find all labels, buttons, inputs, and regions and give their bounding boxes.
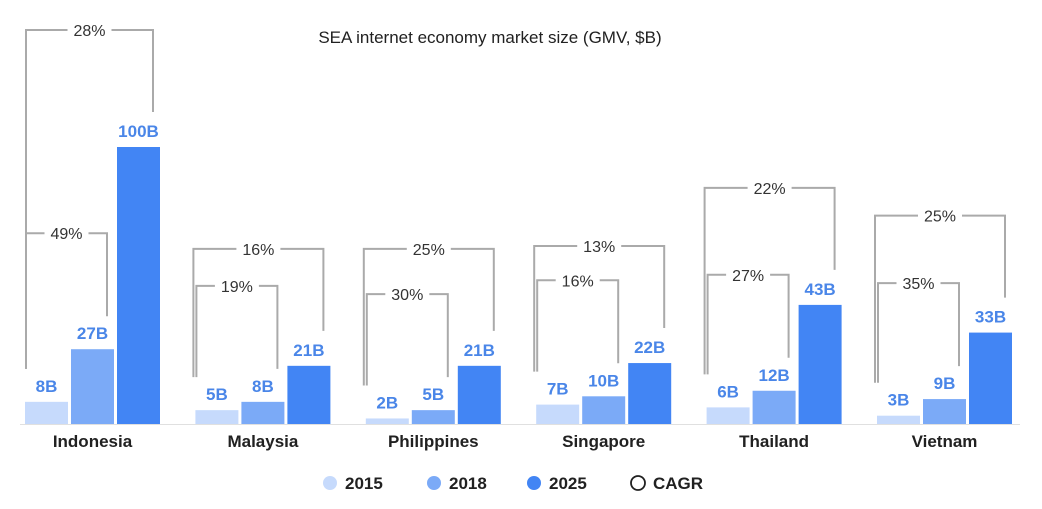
- cagr-label-2015-2018-singapore: 16%: [562, 273, 594, 290]
- legend-label-cagr: CAGR: [653, 474, 703, 493]
- value-label-2018-vietnam: 9B: [934, 374, 956, 393]
- cagr-label-bg: [896, 272, 941, 295]
- category-label-malaysia: Malaysia: [227, 432, 298, 451]
- cagr-label-2015-2018-thailand: 27%: [732, 268, 764, 285]
- bar-2018-vietnam: [923, 399, 966, 424]
- value-label-2025-thailand: 43B: [805, 280, 836, 299]
- cagr-bracket-2015-2018-malaysia: [195, 284, 279, 378]
- bar-2018-philippines: [411, 410, 455, 424]
- cagr-label-2015-2025-malaysia: 16%: [242, 242, 274, 259]
- plot-area: 8B 27B 100B 49% 28% Indonesia 5B 8B 21B 19% 16% Mal…: [20, 19, 1020, 451]
- cagr-label-2015-2018-malaysia: 19%: [221, 279, 253, 296]
- bar-2015-malaysia: [195, 410, 239, 424]
- value-label-2018-malaysia: 8B: [252, 377, 274, 396]
- bar-2015-indonesia: [25, 401, 68, 424]
- value-label-2015-indonesia: 8B: [36, 377, 58, 396]
- category-label-vietnam: Vietnam: [912, 432, 978, 451]
- cagr-label-2015-2025-indonesia: 28%: [73, 23, 105, 40]
- category-label-indonesia: Indonesia: [53, 432, 133, 451]
- cagr-bracket-2015-2018-philippines: [365, 293, 449, 386]
- value-label-2015-singapore: 7B: [547, 380, 569, 399]
- cagr-bracket-2015-2018-singapore: [536, 279, 620, 372]
- cagr-label-2015-2018-philippines: 30%: [391, 287, 423, 304]
- cagr-label-bg: [44, 222, 89, 245]
- value-label-2025-singapore: 22B: [634, 338, 665, 357]
- legend-marker-cagr: [630, 475, 646, 491]
- cagr-label-2015-2025-singapore: 13%: [583, 239, 615, 256]
- bar-2018-singapore: [582, 396, 626, 424]
- legend-marker-2018: [427, 476, 441, 490]
- value-label-2025-vietnam: 33B: [975, 308, 1006, 327]
- cagr-label-bg: [67, 19, 112, 41]
- value-label-2025-malaysia: 21B: [293, 341, 324, 360]
- cagr-label-bg: [555, 269, 600, 292]
- cagr-label-2015-2018-indonesia: 49%: [50, 226, 82, 243]
- cagr-label-bg: [385, 283, 430, 306]
- category-label-thailand: Thailand: [739, 432, 809, 451]
- legend-marker-2015: [323, 476, 337, 490]
- value-label-2015-philippines: 2B: [376, 393, 398, 412]
- cagr-label-2015-2025-vietnam: 25%: [924, 209, 956, 226]
- legend-label-2025: 2025: [549, 474, 587, 493]
- bar-2015-singapore: [536, 404, 580, 424]
- cagr-bracket-2015-2025-philippines: [362, 247, 495, 386]
- value-label-2018-singapore: 10B: [588, 371, 619, 390]
- cagr-label-bg: [406, 237, 451, 260]
- bar-2025-vietnam: [969, 332, 1012, 424]
- value-label-2018-philippines: 5B: [422, 385, 444, 404]
- cagr-label-bg: [747, 176, 792, 199]
- bar-2015-vietnam: [877, 415, 920, 424]
- legend: 2015 2018 2025 CAGR: [323, 474, 703, 493]
- bar-2015-philippines: [365, 418, 409, 424]
- cagr-label-2015-2025-thailand: 22%: [754, 181, 786, 198]
- bar-2015-thailand: [706, 407, 750, 424]
- cagr-bracket-2015-2018-thailand: [706, 273, 790, 375]
- chart-title: SEA internet economy market size (GMV, $…: [318, 28, 661, 47]
- bar-2025-thailand: [798, 304, 842, 424]
- cagr-bracket-2015-2018-indonesia: [25, 232, 108, 369]
- category-label-philippines: Philippines: [388, 432, 479, 451]
- legend-marker-2025: [527, 476, 541, 490]
- bar-2025-malaysia: [287, 365, 331, 424]
- cagr-label-2015-2018-vietnam: 35%: [902, 276, 934, 293]
- value-label-2025-philippines: 21B: [464, 341, 495, 360]
- value-label-2025-indonesia: 100B: [118, 122, 159, 141]
- value-label-2015-thailand: 6B: [717, 382, 739, 401]
- cagr-label-bg: [577, 235, 622, 258]
- bar-2018-malaysia: [241, 401, 285, 424]
- value-label-2015-vietnam: 3B: [888, 391, 910, 410]
- bar-2025-philippines: [457, 365, 501, 424]
- cagr-bracket-2015-2018-vietnam: [877, 282, 960, 383]
- cagr-label-bg: [918, 204, 962, 227]
- legend-label-2018: 2018: [449, 474, 487, 493]
- cagr-label-bg: [214, 274, 259, 297]
- value-label-2018-indonesia: 27B: [77, 324, 108, 343]
- value-label-2018-thailand: 12B: [759, 366, 790, 385]
- cagr-label-2015-2025-philippines: 25%: [413, 242, 445, 259]
- bar-2018-indonesia: [71, 349, 114, 424]
- cagr-label-bg: [236, 237, 281, 260]
- cagr-label-bg: [726, 263, 771, 286]
- bar-2018-thailand: [752, 390, 796, 424]
- bar-2025-singapore: [628, 363, 672, 424]
- legend-label-2015: 2015: [345, 474, 383, 493]
- category-label-singapore: Singapore: [562, 432, 645, 451]
- value-label-2015-malaysia: 5B: [206, 385, 228, 404]
- bar-2025-indonesia: [117, 147, 160, 424]
